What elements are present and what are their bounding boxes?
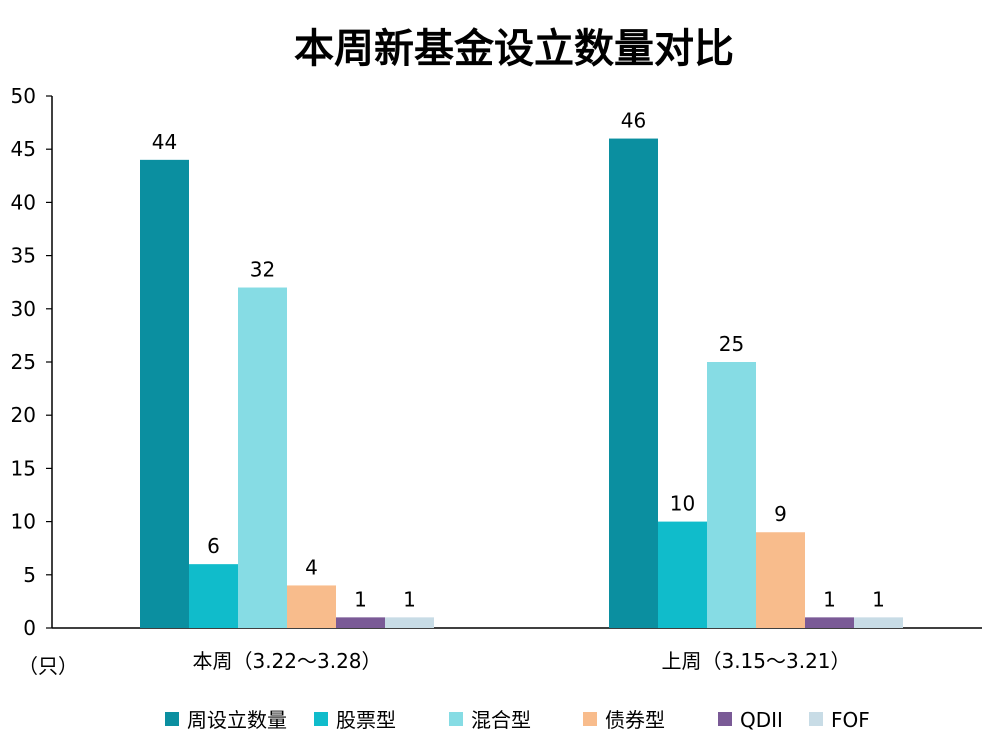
data-label: 1 [403, 587, 416, 611]
data-label: 6 [207, 534, 220, 558]
bar [805, 617, 854, 628]
y-tick-label: 30 [11, 297, 36, 321]
legend-swatch [165, 712, 179, 726]
legend-swatch [314, 712, 328, 726]
data-label: 32 [250, 258, 275, 282]
bar [287, 585, 336, 628]
bar [658, 521, 707, 628]
y-tick-label: 5 [23, 563, 36, 587]
y-tick-label: 35 [11, 244, 36, 268]
legend-swatch [809, 712, 823, 726]
y-tick-label: 15 [11, 456, 36, 480]
legend-swatch [583, 712, 597, 726]
data-label: 1 [872, 587, 885, 611]
bar [609, 138, 658, 628]
legend-label: 周设立数量 [187, 708, 287, 732]
data-label: 1 [354, 587, 367, 611]
bar [854, 617, 903, 628]
legend-label: FOF [831, 708, 870, 732]
data-label: 4 [305, 555, 318, 579]
data-label: 44 [152, 130, 177, 154]
legend-label: 混合型 [471, 708, 531, 732]
data-label: 9 [774, 502, 787, 526]
chart-title: 本周新基金设立数量对比 [294, 26, 734, 72]
legend-label: 债券型 [605, 708, 665, 732]
y-tick-label: 40 [11, 190, 36, 214]
y-tick-label: 20 [11, 403, 36, 427]
x-axis: 本周（3.22～3.28） 上周（3.15～3.21） [52, 627, 982, 673]
legend-label: QDII [740, 708, 783, 732]
legend-label: 股票型 [336, 708, 396, 732]
y-tick-label: 50 [11, 84, 36, 108]
y-axis: 0 5 10 15 20 25 30 35 40 45 50 [11, 84, 53, 640]
bars-group [140, 138, 903, 628]
legend-swatch [718, 712, 732, 726]
bar [140, 159, 189, 628]
data-label: 1 [823, 587, 836, 611]
y-tick-label: 25 [11, 350, 36, 374]
bar [336, 617, 385, 628]
data-labels-group: 44 6 32 4 1 1 46 10 25 9 1 1 [152, 109, 885, 612]
bar [707, 362, 756, 628]
bar [385, 617, 434, 628]
data-label: 10 [670, 492, 695, 516]
y-tick-label: 0 [23, 616, 36, 640]
bar [238, 287, 287, 628]
y-tick-label: 45 [11, 137, 36, 161]
legend-swatch [449, 712, 463, 726]
data-label: 25 [719, 332, 744, 356]
x-category-label: 本周（3.22～3.28） [192, 649, 381, 673]
legend: 周设立数量 股票型 混合型 债券型 QDII FOF [165, 708, 870, 732]
y-unit-label: （只） [18, 654, 78, 678]
x-category-label: 上周（3.15～3.21） [661, 649, 850, 673]
bar [189, 564, 238, 628]
y-tick-label: 10 [11, 510, 36, 534]
bar [756, 532, 805, 628]
data-label: 46 [621, 109, 646, 133]
